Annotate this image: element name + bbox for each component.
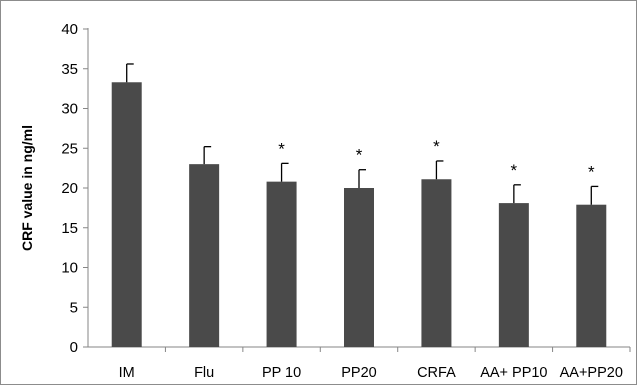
y-ticks: 0 5 10 15 20 25 30 35 40	[61, 21, 88, 356]
bar	[498, 203, 529, 347]
y-tick-label: 0	[70, 339, 78, 356]
bar	[189, 164, 220, 347]
x-tick-labels: IM Flu PP 10 PP20 CRFA AA+ PP10 AA+PP20	[119, 365, 623, 381]
significance-markers: * * * * *	[278, 137, 595, 181]
x-tick-label: Flu	[194, 365, 214, 381]
x-tick-label: PP20	[341, 365, 376, 381]
y-axis-title: CRF value in ng/ml	[19, 125, 35, 251]
significance-asterisk: *	[433, 137, 440, 156]
x-tick-label: PP 10	[262, 365, 301, 381]
significance-asterisk: *	[278, 139, 285, 158]
y-tick-label: 30	[61, 101, 78, 118]
x-tick-label: AA+ PP10	[480, 365, 547, 381]
y-tick-label: 35	[61, 61, 78, 78]
bar	[421, 179, 452, 347]
error-bars	[126, 63, 599, 205]
bars	[111, 82, 631, 352]
bar	[111, 82, 142, 347]
x-tick-label: IM	[119, 365, 135, 381]
significance-asterisk: *	[588, 162, 595, 181]
bar	[576, 204, 607, 347]
y-tick-label: 25	[61, 140, 78, 157]
significance-asterisk: *	[511, 161, 518, 180]
y-tick-label: 40	[61, 21, 78, 38]
x-tick-label: CRFA	[417, 365, 456, 381]
y-tick-label: 20	[61, 180, 78, 197]
bar	[344, 188, 374, 347]
bar	[266, 181, 297, 347]
y-tick-label: 5	[70, 299, 78, 316]
x-tick-label: AA+PP20	[560, 365, 623, 381]
y-axis-title-group: CRF value in ng/ml	[19, 125, 35, 251]
y-tick-label: 15	[61, 220, 78, 237]
significance-asterisk: *	[356, 146, 363, 165]
y-tick-label: 10	[61, 260, 78, 277]
